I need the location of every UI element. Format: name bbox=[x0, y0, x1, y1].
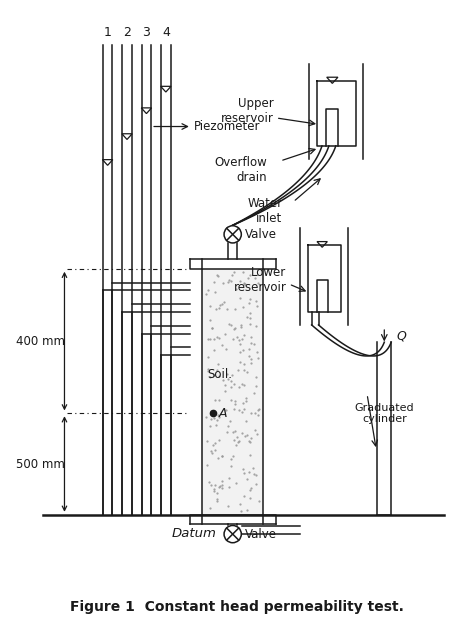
Text: Valve: Valve bbox=[245, 528, 277, 541]
Text: 4: 4 bbox=[162, 26, 170, 39]
Text: 500 mm: 500 mm bbox=[16, 457, 65, 470]
Text: Datum: Datum bbox=[172, 527, 216, 540]
Bar bbox=[202, 269, 263, 515]
Circle shape bbox=[224, 226, 241, 243]
Circle shape bbox=[224, 525, 241, 543]
Text: Water
inlet: Water inlet bbox=[247, 197, 283, 225]
Text: Lower
reservoir: Lower reservoir bbox=[234, 265, 287, 293]
Text: 1: 1 bbox=[104, 26, 111, 39]
Text: Soil.: Soil. bbox=[208, 368, 233, 381]
Text: Valve: Valve bbox=[245, 228, 277, 241]
Text: 2: 2 bbox=[123, 26, 131, 39]
Text: Overflow
drain: Overflow drain bbox=[214, 156, 267, 184]
Text: 3: 3 bbox=[143, 26, 150, 39]
Text: Q: Q bbox=[397, 329, 407, 342]
Text: Piezometer: Piezometer bbox=[194, 120, 260, 133]
Text: Upper
reservoir: Upper reservoir bbox=[221, 97, 273, 125]
Text: Graduated
cylinder: Graduated cylinder bbox=[355, 402, 414, 424]
Text: 400 mm: 400 mm bbox=[16, 335, 65, 348]
Text: Figure 1  Constant head permeability test.: Figure 1 Constant head permeability test… bbox=[70, 600, 404, 614]
Text: A: A bbox=[219, 407, 228, 420]
